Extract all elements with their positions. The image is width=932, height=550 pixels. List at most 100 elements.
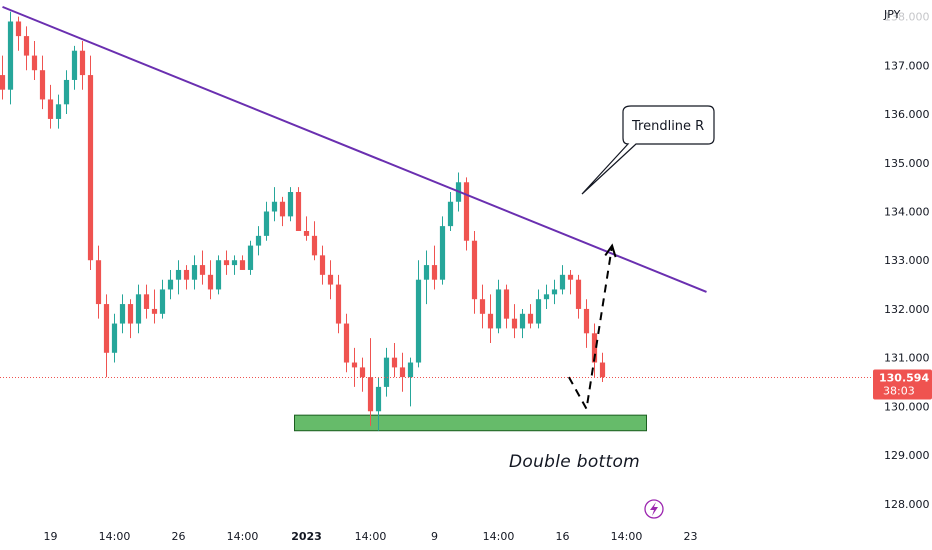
candle — [503, 284, 510, 329]
trendline-label: Trendline R — [631, 119, 704, 134]
candle — [343, 313, 350, 373]
candle-body — [375, 386, 382, 412]
candle-body — [207, 274, 214, 290]
candle — [375, 377, 382, 431]
candle-body — [119, 304, 126, 324]
candle-body — [39, 70, 46, 100]
candle — [7, 11, 14, 105]
x-tick-label: 9 — [431, 530, 438, 543]
candle — [327, 260, 334, 300]
current-price-tag: 130.594 38:03 — [873, 369, 932, 400]
candle-body — [295, 192, 302, 231]
candle-body — [127, 304, 134, 324]
candle-body — [103, 304, 110, 353]
candle — [103, 294, 110, 378]
candle — [591, 323, 598, 378]
candle-body — [479, 299, 486, 314]
x-tick-label: 23 — [684, 530, 698, 543]
candle — [23, 26, 30, 71]
candle-body — [87, 75, 94, 261]
candle-body — [431, 265, 438, 280]
candle — [399, 352, 406, 392]
candle — [95, 245, 102, 319]
candle — [215, 255, 222, 295]
candle-body — [191, 265, 198, 280]
candle — [79, 40, 86, 90]
candle — [0, 55, 6, 100]
candle — [423, 250, 430, 305]
candle-body — [383, 357, 390, 387]
candle-body — [167, 279, 174, 290]
candle — [535, 289, 542, 329]
current-price-value: 130.594 — [879, 371, 929, 384]
candle-body — [255, 235, 262, 246]
candle — [135, 284, 142, 334]
candle — [207, 260, 214, 300]
candle — [599, 352, 606, 383]
candle-body — [591, 333, 598, 363]
candle — [447, 192, 454, 231]
projection-arrowhead — [604, 243, 617, 258]
price-axis[interactable]: JPY 128.000 129.000 130.000 131.000 132.000 1… — [883, 8, 930, 511]
candle — [271, 187, 278, 222]
x-tick-label: 14:00 — [483, 530, 515, 543]
candle-body — [15, 21, 22, 37]
candle — [359, 357, 366, 392]
candle-body — [335, 284, 342, 324]
countdown-value: 38:03 — [883, 384, 915, 397]
candle-body — [231, 260, 238, 266]
candle-body — [535, 299, 542, 324]
candle-body — [135, 294, 142, 324]
candle-body — [71, 50, 78, 80]
candle-body — [31, 55, 38, 71]
candle — [231, 255, 238, 275]
candle-body — [575, 279, 582, 309]
candle — [191, 255, 198, 290]
candle-body — [303, 230, 310, 236]
candle — [223, 250, 230, 275]
support-zone-layer — [294, 414, 647, 432]
candle — [567, 269, 574, 295]
candle-body — [247, 245, 254, 270]
candle — [487, 294, 494, 344]
candle-body — [175, 269, 182, 280]
candle-body — [359, 367, 366, 378]
candle-body — [111, 323, 118, 353]
candle — [55, 94, 62, 129]
candle-body — [319, 255, 326, 275]
x-tick-label: 16 — [556, 530, 570, 543]
candle — [183, 265, 190, 290]
lightning-icon[interactable] — [644, 499, 664, 519]
candle — [519, 308, 526, 339]
y-tick-label: 136.000 — [884, 108, 930, 121]
y-tick-label: 132.000 — [884, 303, 930, 316]
candle-body — [79, 50, 86, 76]
x-tick-label: 26 — [172, 530, 186, 543]
candle — [575, 274, 582, 319]
candle-body — [151, 308, 158, 314]
candle-body — [399, 367, 406, 378]
candle — [527, 304, 534, 329]
candle-body — [559, 274, 566, 290]
candle-body — [439, 226, 446, 280]
candle — [39, 55, 46, 110]
x-tick-label: 14:00 — [611, 530, 643, 543]
candle — [175, 260, 182, 295]
candle-body — [327, 274, 334, 285]
time-axis[interactable]: 19 14:00 26 14:00 2023 14:00 9 14:00 16 14:00 23 — [44, 530, 698, 543]
candle-body — [487, 313, 494, 329]
candle — [551, 279, 558, 305]
trendline[interactable] — [2, 5, 707, 293]
annotation-layer — [2, 5, 707, 412]
x-tick-label: 14:00 — [355, 530, 387, 543]
candle — [471, 230, 478, 314]
candle — [15, 16, 22, 51]
candle-body — [471, 240, 478, 300]
y-tick-label: 131.000 — [884, 352, 930, 365]
y-tick-label: 137.000 — [884, 59, 930, 72]
candle — [391, 343, 398, 378]
candle-body — [143, 294, 150, 309]
candle — [247, 240, 254, 275]
y-tick-label: 134.000 — [884, 205, 930, 218]
